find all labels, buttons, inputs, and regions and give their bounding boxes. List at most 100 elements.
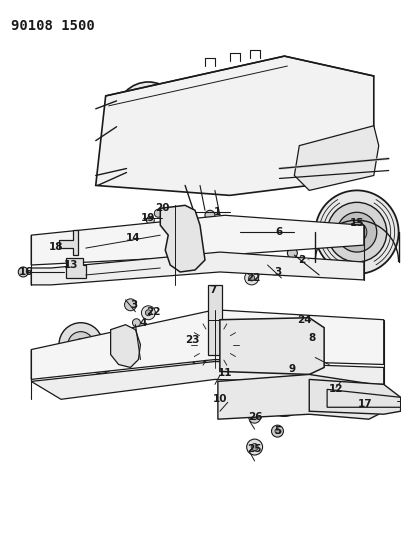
Text: 23: 23 (184, 335, 199, 345)
Circle shape (143, 144, 153, 154)
Circle shape (209, 338, 220, 351)
Circle shape (140, 106, 156, 122)
Circle shape (314, 87, 322, 95)
Circle shape (248, 411, 260, 423)
Circle shape (290, 87, 298, 95)
Text: 22: 22 (246, 273, 260, 283)
Text: 6: 6 (275, 227, 282, 237)
Circle shape (326, 203, 386, 262)
Circle shape (18, 267, 28, 277)
Text: 4: 4 (140, 318, 147, 328)
Circle shape (205, 211, 215, 220)
Circle shape (314, 350, 323, 360)
Polygon shape (66, 258, 85, 278)
Polygon shape (308, 379, 400, 414)
Circle shape (265, 105, 273, 113)
Text: 11: 11 (217, 368, 231, 378)
Circle shape (203, 333, 226, 357)
Circle shape (236, 83, 252, 99)
Circle shape (263, 120, 275, 132)
Circle shape (265, 87, 273, 95)
Circle shape (274, 429, 279, 434)
Text: 3: 3 (273, 267, 280, 277)
Circle shape (59, 322, 102, 367)
Text: 19: 19 (141, 213, 155, 223)
Polygon shape (110, 325, 140, 367)
Text: 5: 5 (273, 426, 280, 436)
Circle shape (146, 216, 154, 224)
Circle shape (328, 139, 348, 158)
Circle shape (114, 338, 130, 354)
Polygon shape (326, 389, 400, 407)
Circle shape (385, 393, 397, 405)
Polygon shape (31, 310, 383, 379)
Polygon shape (31, 252, 363, 285)
Circle shape (174, 217, 190, 233)
Polygon shape (207, 285, 221, 354)
Text: 14: 14 (126, 233, 140, 243)
Circle shape (290, 105, 298, 113)
Circle shape (288, 120, 300, 132)
Text: 13: 13 (63, 260, 78, 270)
Circle shape (310, 121, 366, 176)
Circle shape (215, 105, 223, 113)
Circle shape (75, 338, 87, 351)
Circle shape (240, 87, 248, 95)
Circle shape (213, 120, 225, 132)
Text: 90108 1500: 90108 1500 (11, 19, 95, 33)
Circle shape (211, 101, 227, 117)
Circle shape (310, 83, 326, 99)
Text: 8: 8 (308, 333, 315, 343)
Text: 20: 20 (155, 203, 169, 213)
Circle shape (236, 101, 252, 117)
Circle shape (190, 337, 200, 346)
Polygon shape (31, 215, 363, 265)
Circle shape (141, 306, 155, 320)
Text: 3: 3 (130, 300, 137, 310)
Circle shape (154, 209, 162, 217)
Circle shape (116, 82, 180, 146)
Circle shape (211, 83, 227, 99)
Circle shape (302, 330, 321, 350)
Polygon shape (160, 205, 205, 272)
Circle shape (286, 101, 302, 117)
Circle shape (336, 212, 376, 252)
Polygon shape (294, 126, 378, 190)
Circle shape (251, 415, 257, 419)
Circle shape (244, 271, 258, 285)
Text: 26: 26 (248, 412, 262, 422)
Text: 16: 16 (19, 267, 33, 277)
Circle shape (238, 120, 250, 132)
Circle shape (271, 425, 283, 437)
Circle shape (178, 238, 192, 252)
Circle shape (269, 265, 279, 275)
Circle shape (314, 105, 322, 113)
Polygon shape (31, 361, 383, 399)
Circle shape (240, 105, 248, 113)
Circle shape (85, 342, 116, 374)
Circle shape (294, 322, 329, 358)
Text: 18: 18 (49, 242, 63, 252)
Circle shape (287, 248, 297, 258)
Circle shape (218, 367, 230, 378)
Circle shape (186, 317, 242, 373)
Circle shape (278, 389, 290, 400)
Circle shape (261, 83, 277, 99)
Circle shape (320, 131, 356, 166)
Circle shape (261, 101, 277, 117)
Circle shape (314, 190, 398, 274)
Text: 15: 15 (349, 218, 363, 228)
Circle shape (215, 87, 223, 95)
Circle shape (262, 373, 306, 416)
Circle shape (124, 299, 136, 311)
Text: 22: 22 (146, 307, 160, 317)
Text: 10: 10 (212, 394, 227, 405)
Text: 25: 25 (247, 444, 261, 454)
Text: 12: 12 (328, 384, 342, 394)
Circle shape (328, 384, 338, 394)
Text: 2: 2 (297, 255, 304, 265)
Text: 1: 1 (214, 207, 221, 217)
Circle shape (286, 83, 302, 99)
Text: 17: 17 (356, 399, 371, 409)
Circle shape (91, 349, 109, 367)
